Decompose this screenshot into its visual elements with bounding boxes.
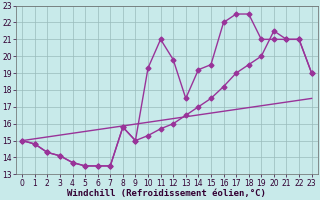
X-axis label: Windchill (Refroidissement éolien,°C): Windchill (Refroidissement éolien,°C) [68, 189, 266, 198]
